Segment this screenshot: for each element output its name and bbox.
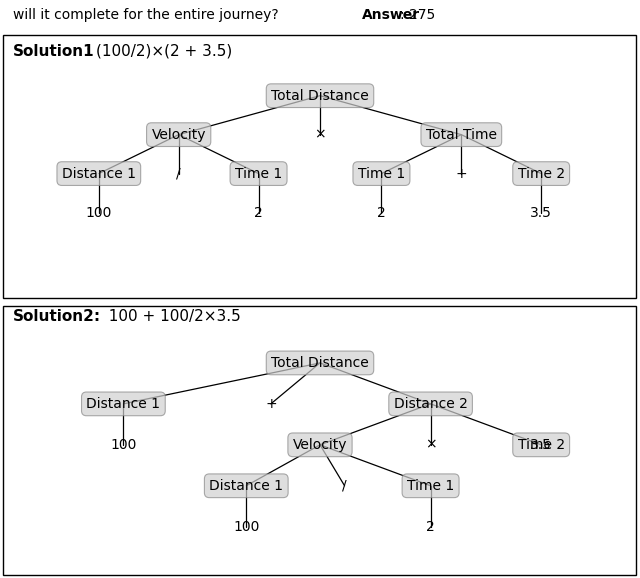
Text: Solution1: Solution1	[13, 43, 95, 58]
Text: Distance 1: Distance 1	[209, 479, 284, 493]
Text: Solution2:: Solution2:	[13, 309, 101, 324]
Text: +: +	[265, 397, 276, 411]
Text: : (100/2)×(2 + 3.5): : (100/2)×(2 + 3.5)	[86, 43, 233, 58]
Text: 3.5: 3.5	[531, 438, 552, 452]
Text: /: /	[342, 479, 347, 493]
Text: : 275: : 275	[400, 8, 435, 22]
Text: 100: 100	[233, 520, 259, 533]
Text: Total Time: Total Time	[426, 128, 497, 142]
Text: Velocity: Velocity	[292, 438, 348, 452]
Text: 3.5: 3.5	[531, 206, 552, 220]
FancyBboxPatch shape	[3, 35, 636, 298]
Text: 100: 100	[110, 438, 136, 452]
Text: Answer: Answer	[362, 8, 420, 22]
Text: ×: ×	[425, 438, 436, 452]
Text: 100: 100	[86, 206, 112, 220]
Text: ×: ×	[314, 128, 326, 142]
Text: 2: 2	[254, 206, 263, 220]
Text: will it complete for the entire journey?: will it complete for the entire journey?	[13, 8, 287, 22]
Text: 2: 2	[377, 206, 386, 220]
Text: +: +	[456, 166, 467, 180]
Text: Distance 1: Distance 1	[62, 166, 136, 180]
Text: Time 1: Time 1	[358, 166, 405, 180]
Text: 100 + 100/2×3.5: 100 + 100/2×3.5	[99, 309, 241, 324]
Text: Total Distance: Total Distance	[271, 356, 369, 370]
Text: Time 1: Time 1	[235, 166, 282, 180]
Text: Time 2: Time 2	[518, 438, 564, 452]
Text: Total Distance: Total Distance	[271, 88, 369, 103]
Text: 2: 2	[426, 520, 435, 533]
Text: Velocity: Velocity	[152, 128, 206, 142]
Text: Time 2: Time 2	[518, 166, 564, 180]
FancyBboxPatch shape	[3, 306, 636, 575]
Text: Distance 2: Distance 2	[394, 397, 468, 411]
Text: /: /	[177, 166, 181, 180]
Text: Time 1: Time 1	[407, 479, 454, 493]
Text: Distance 1: Distance 1	[86, 397, 161, 411]
